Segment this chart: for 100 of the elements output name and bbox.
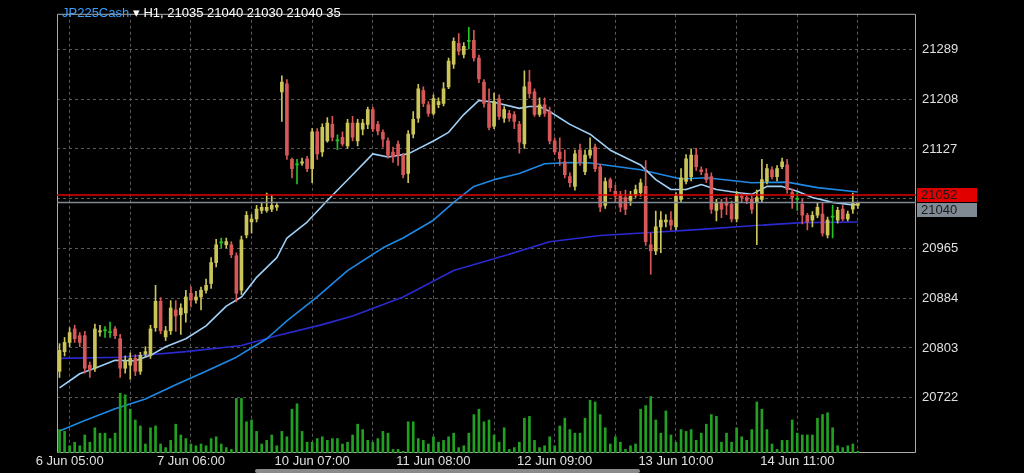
bar bbox=[528, 416, 531, 453]
bar bbox=[63, 431, 66, 453]
bar bbox=[452, 432, 455, 453]
bar bbox=[78, 445, 82, 453]
bar bbox=[841, 447, 845, 453]
bar bbox=[255, 431, 258, 453]
bar bbox=[523, 417, 526, 453]
ref-line-label: 21052 bbox=[921, 187, 958, 203]
bar bbox=[149, 427, 152, 453]
bar bbox=[750, 429, 754, 453]
y-tick-label: 21208 bbox=[922, 90, 959, 106]
bar bbox=[174, 423, 178, 453]
bar bbox=[331, 438, 334, 453]
bar bbox=[790, 419, 794, 453]
bar bbox=[58, 429, 61, 453]
bar bbox=[800, 434, 804, 453]
bar bbox=[644, 405, 647, 453]
bar bbox=[836, 445, 840, 453]
y-tick-label: 21127 bbox=[922, 140, 958, 156]
bar bbox=[265, 440, 269, 453]
bar bbox=[275, 445, 279, 453]
bar bbox=[720, 441, 723, 453]
bar bbox=[467, 432, 471, 453]
bar bbox=[427, 443, 430, 453]
bar bbox=[442, 440, 445, 453]
bar bbox=[816, 417, 819, 453]
bar bbox=[533, 440, 536, 453]
bar bbox=[826, 412, 829, 453]
bar bbox=[634, 443, 637, 453]
bar bbox=[735, 427, 738, 453]
bar bbox=[128, 408, 132, 453]
bar bbox=[502, 427, 506, 453]
bar bbox=[336, 438, 339, 453]
bar bbox=[411, 421, 415, 453]
bar bbox=[603, 427, 607, 453]
x-tick-label: 10 Jun 07:00 bbox=[274, 453, 350, 469]
bar bbox=[245, 421, 248, 453]
bar bbox=[224, 447, 228, 453]
bar bbox=[704, 423, 708, 453]
bar bbox=[366, 440, 370, 453]
bar bbox=[139, 425, 142, 453]
bar bbox=[416, 438, 420, 453]
bar bbox=[694, 440, 698, 453]
chart-title: JP225Cash ▾ H1, 21035 21040 21030 21040 35 bbox=[62, 5, 341, 20]
bar bbox=[725, 432, 728, 453]
bar bbox=[608, 443, 612, 453]
y-tick-label: 20884 bbox=[922, 289, 959, 305]
bar bbox=[123, 394, 127, 453]
x-tick-label: 6 Jun 05:00 bbox=[35, 453, 104, 469]
bar bbox=[133, 419, 137, 453]
bar bbox=[553, 445, 557, 453]
bar bbox=[654, 419, 658, 453]
bar bbox=[730, 441, 733, 453]
bar bbox=[639, 408, 642, 453]
bar bbox=[154, 425, 157, 453]
bar bbox=[240, 398, 243, 453]
ref-line-label: 21040 bbox=[921, 202, 958, 218]
bar bbox=[538, 447, 541, 453]
bar bbox=[740, 436, 743, 453]
bar bbox=[437, 441, 440, 453]
bar bbox=[512, 447, 516, 453]
bar bbox=[811, 434, 814, 453]
bar bbox=[699, 432, 703, 453]
bar bbox=[795, 432, 799, 453]
bar bbox=[326, 440, 329, 453]
x-tick-label: 13 Jun 10:00 bbox=[638, 453, 714, 469]
bar bbox=[144, 443, 147, 453]
bar bbox=[614, 436, 617, 453]
bar bbox=[356, 423, 359, 453]
bar bbox=[745, 440, 749, 453]
bar bbox=[821, 414, 824, 453]
bar bbox=[320, 436, 324, 453]
bar bbox=[447, 436, 450, 453]
bar bbox=[250, 419, 253, 453]
y-tick-label: 21289 bbox=[922, 41, 959, 57]
bar bbox=[710, 414, 713, 453]
x-tick-label: 11 Jun 08:00 bbox=[396, 453, 471, 469]
bar bbox=[406, 421, 410, 453]
y-tick-label: 20965 bbox=[922, 240, 959, 256]
bar bbox=[270, 434, 274, 453]
bar bbox=[432, 436, 435, 453]
y-tick-label: 20722 bbox=[922, 389, 959, 405]
bar bbox=[558, 425, 562, 453]
bar bbox=[548, 436, 551, 453]
bar bbox=[371, 441, 375, 453]
bar bbox=[310, 441, 314, 453]
y-tick-label: 20803 bbox=[922, 339, 959, 355]
bar bbox=[179, 434, 183, 453]
bar bbox=[831, 427, 834, 453]
bar bbox=[629, 445, 632, 453]
bar bbox=[659, 432, 663, 453]
bar bbox=[462, 445, 466, 453]
bar bbox=[649, 396, 653, 453]
bar bbox=[598, 414, 602, 453]
bar bbox=[341, 443, 344, 453]
bar bbox=[83, 434, 87, 453]
bar bbox=[518, 441, 521, 453]
bar bbox=[422, 440, 425, 453]
bar bbox=[73, 441, 77, 453]
bar bbox=[806, 434, 809, 453]
